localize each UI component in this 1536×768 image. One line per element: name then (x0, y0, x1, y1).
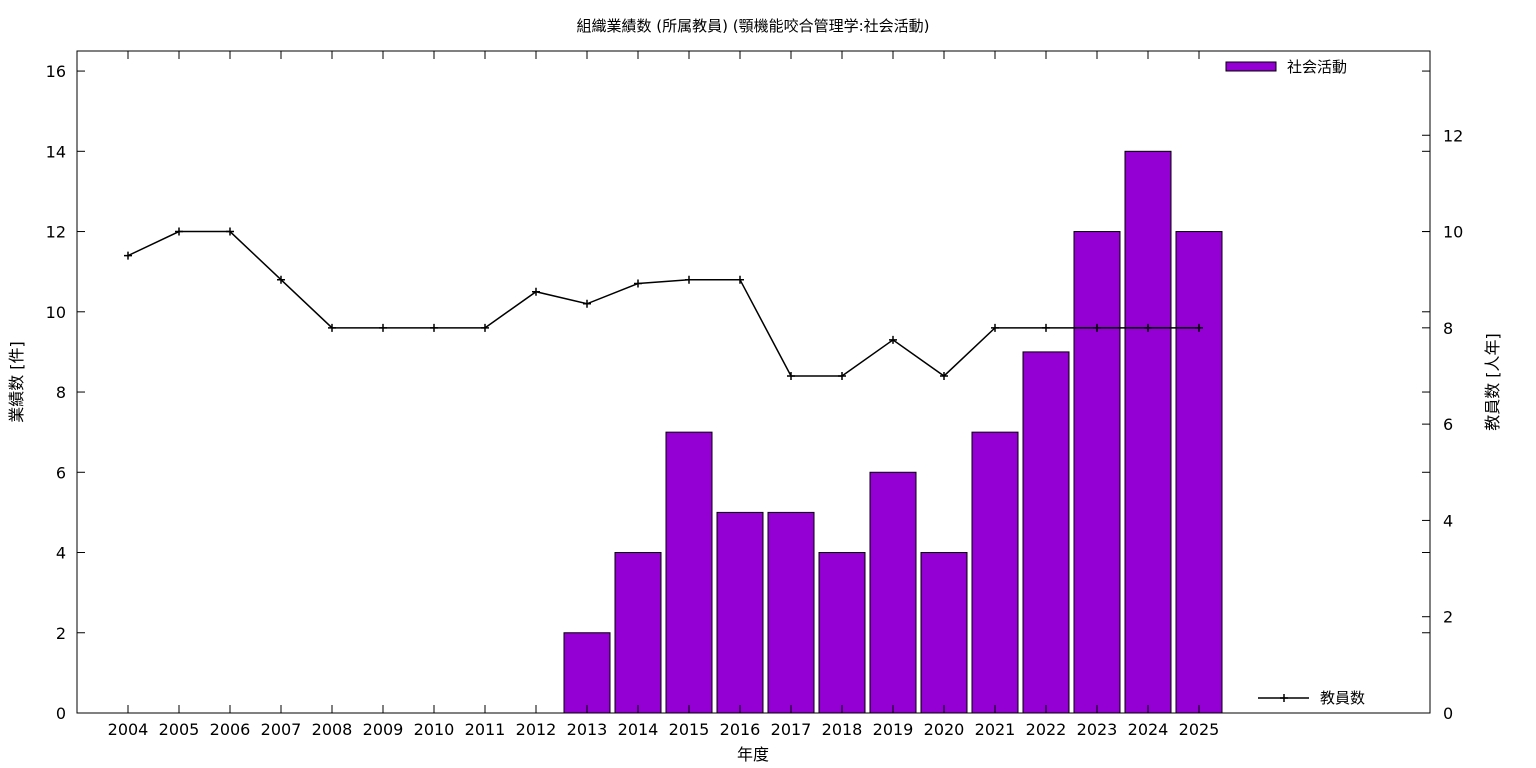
x-axis-label: 年度 (737, 745, 769, 764)
x-tick-label-2017: 2017 (771, 720, 812, 739)
bar-2025 (1175, 231, 1223, 714)
y2-axis-label: 教員数 [人年] (1483, 333, 1502, 431)
x-tick-label-2008: 2008 (312, 720, 353, 739)
x-tick-label-2007: 2007 (261, 720, 302, 739)
y-tick-label-16: 16 (46, 62, 66, 81)
y-axis-ticks: 0 2 4 6 8 10 12 14 16 (46, 62, 1430, 723)
faculty-point-2004 (124, 251, 132, 260)
faculty-point-2006 (226, 227, 234, 236)
faculty-point-2020 (940, 371, 948, 380)
y2-tick-label-12: 12 (1443, 126, 1463, 145)
legend-bar: 社会活動 (1225, 58, 1347, 76)
legend-bar-label: 社会活動 (1287, 58, 1347, 76)
faculty-point-2013 (583, 299, 591, 308)
x-tick-label-2024: 2024 (1128, 720, 1169, 739)
x-tick-label-2016: 2016 (720, 720, 761, 739)
x-tick-label-2015: 2015 (669, 720, 710, 739)
faculty-point-2014 (634, 279, 642, 288)
y2-tick-label-6: 6 (1443, 415, 1453, 434)
faculty-point-2022 (1042, 323, 1050, 332)
line-group (124, 227, 1203, 380)
bar-2013 (563, 632, 611, 714)
x-tick-label-2023: 2023 (1077, 720, 1118, 739)
faculty-point-2009 (379, 323, 387, 332)
x-tick-label-2005: 2005 (159, 720, 200, 739)
faculty-point-2023 (1093, 323, 1101, 332)
x-tick-label-2021: 2021 (975, 720, 1016, 739)
bar-2022 (1022, 351, 1070, 714)
bars-group (563, 150, 1223, 714)
y-tick-label-2: 2 (56, 624, 66, 643)
legend-bar-swatch (1225, 61, 1277, 72)
faculty-line (127, 230, 1199, 377)
bar-2015 (665, 431, 713, 714)
x-tick-label-2019: 2019 (873, 720, 914, 739)
faculty-point-2008 (328, 323, 336, 332)
y-tick-label-4: 4 (56, 544, 66, 563)
faculty-point-2019 (889, 335, 897, 344)
y-tick-label-12: 12 (46, 223, 66, 242)
legend-line: 教員数 (1258, 689, 1365, 707)
y-tick-label-10: 10 (46, 303, 66, 322)
x-tick-label-2006: 2006 (210, 720, 251, 739)
faculty-point-2025 (1195, 323, 1203, 332)
faculty-point-2015 (685, 275, 693, 284)
x-tick-label-2011: 2011 (465, 720, 506, 739)
bar-2014 (614, 552, 662, 714)
faculty-point-2021 (991, 323, 999, 332)
bar-2019 (869, 471, 917, 714)
faculty-point-2016 (736, 275, 744, 284)
y-axis-label: 業績数 [件] (7, 341, 26, 423)
bar-2023 (1073, 231, 1121, 714)
faculty-point-2010 (430, 323, 438, 332)
y-tick-label-8: 8 (56, 383, 66, 402)
faculty-point-2005 (175, 227, 183, 236)
x-tick-label-2018: 2018 (822, 720, 863, 739)
y-tick-label-14: 14 (46, 142, 66, 161)
bar-2024 (1124, 150, 1172, 714)
faculty-point-2017 (787, 371, 795, 380)
x-axis-ticks: 2004 2005 2006 2007 2008 2009 2010 2011 2012 2013… (108, 51, 1220, 739)
x-tick-label-2020: 2020 (924, 720, 965, 739)
x-tick-label-2004: 2004 (108, 720, 149, 739)
bar-2017 (767, 511, 815, 714)
faculty-point-2012 (532, 287, 540, 296)
faculty-point-2007 (277, 275, 285, 284)
chart-title: 組織業績数 (所属教員) (顎機能咬合管理学:社会活動) (576, 17, 929, 35)
x-tick-label-2025: 2025 (1179, 720, 1220, 739)
legend-line-label: 教員数 (1320, 689, 1365, 707)
x-tick-label-2010: 2010 (414, 720, 455, 739)
faculty-point-2018 (838, 371, 846, 380)
bar-2021 (971, 431, 1019, 714)
y-tick-label-0: 0 (56, 704, 66, 723)
x-tick-label-2022: 2022 (1026, 720, 1067, 739)
y2-tick-label-2: 2 (1443, 608, 1453, 627)
x-tick-label-2013: 2013 (567, 720, 608, 739)
x-tick-label-2009: 2009 (363, 720, 404, 739)
y-tick-label-6: 6 (56, 463, 66, 482)
y2-tick-label-10: 10 (1443, 223, 1463, 242)
x-tick-label-2012: 2012 (516, 720, 557, 739)
y2-axis-ticks: 0 2 4 6 8 10 12 (1422, 126, 1463, 723)
bar-2016 (716, 511, 764, 714)
x-tick-label-2014: 2014 (618, 720, 659, 739)
plot-frame (76, 50, 1431, 714)
y2-tick-label-0: 0 (1443, 704, 1453, 723)
faculty-point-2024 (1144, 323, 1152, 332)
y2-tick-label-8: 8 (1443, 319, 1453, 338)
bar-2020 (920, 552, 968, 714)
faculty-point-2011 (481, 323, 489, 332)
bar-2018 (818, 552, 866, 714)
y2-tick-label-4: 4 (1443, 511, 1453, 530)
